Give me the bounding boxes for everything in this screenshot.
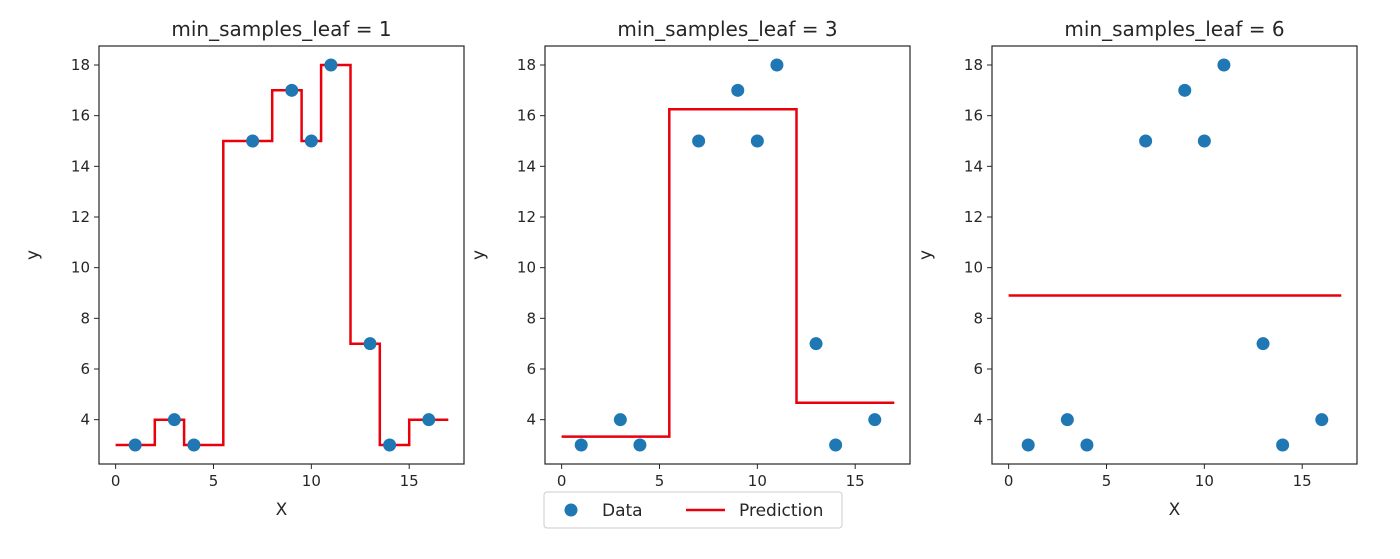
data-point: [1178, 83, 1192, 97]
x-tick-label: 15: [1293, 472, 1312, 490]
y-tick-label: 14: [964, 157, 983, 175]
data-point: [613, 413, 627, 427]
y-tick-label: 8: [973, 309, 983, 327]
y-tick-label: 18: [964, 56, 983, 74]
y-tick-label: 6: [526, 360, 536, 378]
legend: Data Prediction: [543, 491, 843, 529]
data-point: [128, 438, 142, 452]
data-point: [829, 438, 843, 452]
x-tick-label: 0: [1004, 472, 1014, 490]
x-tick-label: 10: [1195, 472, 1214, 490]
data-point: [868, 413, 882, 427]
y-axis-label: y: [469, 250, 489, 260]
data-point: [731, 83, 745, 97]
x-tick-label: 10: [302, 472, 321, 490]
y-tick-label: 18: [71, 56, 90, 74]
y-tick-label: 4: [80, 411, 90, 429]
y-tick-label: 8: [80, 309, 90, 327]
prediction-line: [561, 108, 895, 438]
y-tick-label: 12: [71, 208, 90, 226]
legend-data-marker: [564, 503, 578, 517]
x-axis-label: X: [276, 500, 288, 520]
data-point: [1217, 58, 1231, 72]
x-tick-label: 0: [557, 472, 567, 490]
data-point: [1139, 134, 1153, 148]
y-tick-label: 10: [517, 259, 536, 277]
y-tick-label: 8: [526, 309, 536, 327]
y-tick-label: 12: [517, 208, 536, 226]
data-point: [633, 438, 647, 452]
data-point: [809, 337, 823, 351]
data-point: [246, 134, 260, 148]
y-tick-label: 4: [973, 411, 983, 429]
data-point: [167, 413, 181, 427]
axes-frame: [544, 45, 911, 465]
subplot-2: min_samples_leaf = 30510154681012141618X…: [469, 17, 911, 520]
x-tick-label: 15: [846, 472, 865, 490]
y-tick-label: 6: [973, 360, 983, 378]
legend-data-label: Data: [602, 501, 643, 521]
subplot-3: min_samples_leaf = 6 0 5 10 15 4 6 8 10 12 14 16 18 X…: [916, 17, 1358, 520]
data-point: [574, 438, 588, 452]
x-tick-label: 5: [209, 472, 219, 490]
x-tick-label: 5: [655, 472, 665, 490]
x-tick-label: 15: [400, 472, 419, 490]
axes-frame: [991, 45, 1358, 465]
y-tick-label: 16: [71, 107, 90, 125]
x-tick-label: 10: [748, 472, 767, 490]
data-point: [1197, 134, 1211, 148]
x-tick-label: 0: [111, 472, 121, 490]
data-point: [285, 83, 299, 97]
y-tick-label: 10: [964, 259, 983, 277]
data-point: [1060, 413, 1074, 427]
y-tick-label: 14: [517, 157, 536, 175]
prediction-line: [115, 63, 449, 447]
data-point: [692, 134, 706, 148]
y-tick-label: 12: [964, 208, 983, 226]
legend-prediction-label: Prediction: [739, 501, 823, 521]
data-point: [750, 134, 764, 148]
y-tick-label: 16: [517, 107, 536, 125]
chart-title: min_samples_leaf = 1: [171, 17, 391, 41]
x-tick-label: 5: [1102, 472, 1112, 490]
data-point: [1315, 413, 1329, 427]
data-point: [324, 58, 338, 72]
data-point: [422, 413, 436, 427]
y-tick-label: 10: [71, 259, 90, 277]
y-tick-label: 14: [71, 157, 90, 175]
data-point: [363, 337, 377, 351]
data-point: [383, 438, 397, 452]
chart-title: min_samples_leaf = 3: [617, 17, 837, 41]
y-tick-label: 6: [80, 360, 90, 378]
y-axis-label: y: [23, 250, 43, 260]
y-tick-label: 16: [964, 107, 983, 125]
data-point: [187, 438, 201, 452]
axes-frame: [98, 45, 465, 465]
data-point: [1021, 438, 1035, 452]
data-point: [1080, 438, 1094, 452]
y-tick-label: 18: [517, 56, 536, 74]
chart-title: min_samples_leaf = 6: [1064, 17, 1284, 41]
y-axis-label: y: [916, 250, 936, 260]
data-point: [1256, 337, 1270, 351]
data-point: [304, 134, 318, 148]
y-tick-label: 4: [526, 411, 536, 429]
x-axis-label: X: [1169, 500, 1181, 520]
data-point: [1276, 438, 1290, 452]
subplot-1: min_samples_leaf = 1 0 5 10 15 4 6 8 10 12 14 16 18 X…: [23, 17, 465, 520]
data-point: [770, 58, 784, 72]
